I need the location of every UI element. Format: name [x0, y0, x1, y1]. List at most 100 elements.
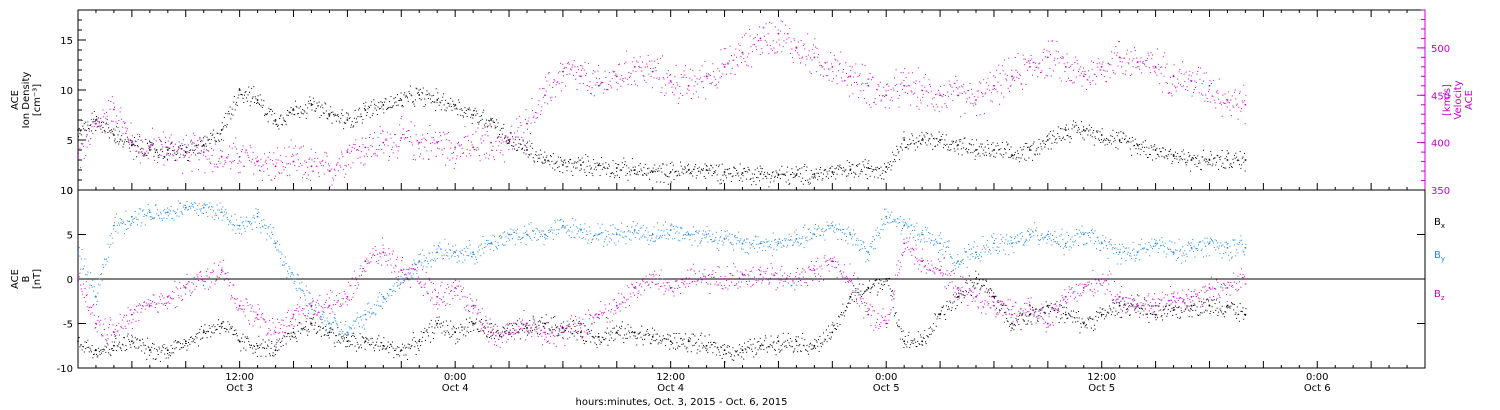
density-dot: [787, 166, 789, 168]
density-dot: [296, 106, 298, 108]
density-dot: [103, 129, 105, 131]
density-dot: [641, 174, 643, 176]
velocity-dot: [415, 134, 417, 136]
velocity-dot: [99, 125, 101, 127]
velocity-dot: [975, 103, 977, 105]
bx-dot: [489, 323, 491, 325]
velocity-dot: [423, 137, 425, 139]
bx-dot: [779, 350, 781, 352]
density-dot: [1034, 153, 1036, 155]
density-dot: [1203, 159, 1205, 161]
velocity-dot: [771, 22, 773, 24]
density-dot: [970, 144, 972, 146]
bx-dot: [90, 349, 92, 351]
velocity-dot: [253, 173, 255, 175]
density-dot: [378, 102, 380, 104]
density-point: [256, 99, 259, 101]
bx-dot: [793, 350, 795, 352]
density-dot: [778, 174, 780, 176]
velocity-dot: [595, 84, 597, 86]
bx-dot: [803, 345, 805, 347]
velocity-dot: [167, 140, 169, 142]
bx-dot: [666, 338, 668, 340]
density-dot: [710, 165, 712, 167]
density-dot: [417, 92, 419, 94]
velocity-dot: [243, 165, 245, 167]
density-dot: [443, 104, 445, 106]
bx-dot: [576, 339, 578, 341]
bx-dot: [501, 331, 503, 333]
velocity-dot: [177, 149, 179, 151]
velocity-dot: [648, 73, 650, 75]
velocity-dot: [894, 77, 896, 79]
bx-dot: [271, 341, 273, 343]
density-dot: [213, 137, 215, 139]
density-dot: [998, 149, 1000, 151]
velocity-dot: [238, 172, 240, 174]
density-dot: [220, 133, 222, 135]
bx-dot: [862, 283, 864, 285]
density-dot: [132, 144, 134, 146]
velocity-dot: [700, 77, 702, 79]
bx-point: [1011, 322, 1013, 325]
density-dot: [363, 102, 365, 104]
density-dot: [293, 113, 295, 115]
bx-dot: [261, 343, 263, 345]
density-dot: [1158, 156, 1160, 158]
velocity-dot: [396, 146, 398, 148]
bx-dot: [700, 332, 702, 334]
bx-dot: [850, 296, 852, 298]
density-dot: [121, 140, 123, 142]
bx-dot: [399, 355, 401, 357]
velocity-dot: [1216, 90, 1218, 92]
velocity-dot: [200, 152, 202, 154]
density-dot: [861, 169, 863, 171]
velocity-dot: [1194, 80, 1196, 82]
density-dot: [167, 152, 169, 154]
density-dot: [191, 143, 193, 145]
velocity-dot: [970, 102, 972, 104]
velocity-dot: [817, 56, 819, 58]
bx-dot: [420, 331, 422, 333]
velocity-dot: [264, 161, 266, 163]
density-dot: [116, 126, 118, 128]
velocity-dot: [845, 62, 847, 64]
velocity-dot: [223, 139, 225, 141]
velocity-dot: [653, 77, 655, 79]
density-dot: [92, 121, 94, 123]
velocity-dot: [473, 149, 475, 151]
bx-dot: [558, 328, 560, 330]
velocity-dot: [1215, 107, 1217, 109]
velocity-dot: [822, 75, 824, 77]
density-dot: [519, 139, 521, 141]
density-dot: [902, 137, 904, 139]
bx-dot: [546, 322, 548, 324]
velocity-dot: [807, 33, 809, 35]
velocity-dot: [363, 155, 365, 157]
bx-dot: [864, 290, 866, 292]
density-dot: [1208, 158, 1210, 160]
velocity-dot: [312, 170, 314, 172]
density-dot: [647, 172, 649, 174]
bx-dot: [851, 299, 853, 301]
density-dot: [751, 184, 753, 186]
velocity-dot: [819, 64, 821, 66]
velocity-dot: [1192, 91, 1194, 93]
bx-dot: [910, 340, 912, 342]
density-dot: [1172, 155, 1174, 157]
density-dot: [493, 121, 495, 123]
density-dot: [1032, 159, 1034, 161]
density-dot: [651, 170, 653, 172]
density-dot: [427, 97, 429, 99]
density-dot: [1011, 155, 1013, 157]
bx-dot: [135, 347, 137, 349]
density-dot: [1179, 159, 1181, 161]
density-dot: [1065, 127, 1067, 129]
velocity-dot: [978, 81, 980, 83]
velocity-dot: [740, 55, 742, 57]
density-dot: [895, 155, 897, 157]
bx-dot: [198, 331, 200, 333]
velocity-dot: [695, 81, 697, 83]
density-dot: [1187, 152, 1189, 154]
density-dot: [581, 157, 583, 159]
